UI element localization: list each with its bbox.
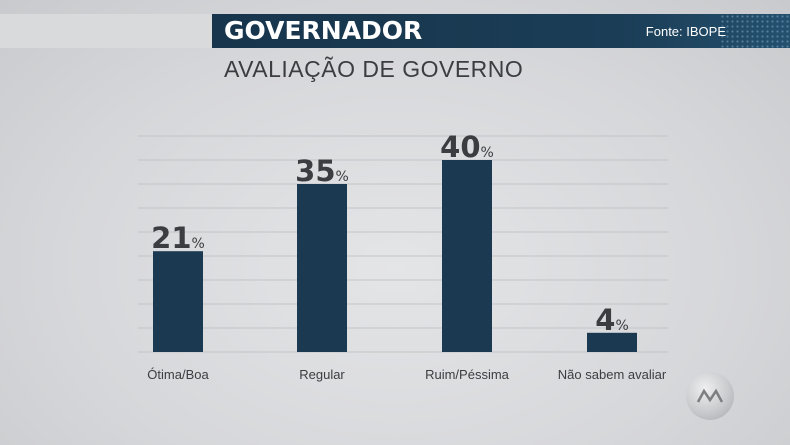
banner-dot-pattern — [720, 14, 790, 48]
bar-1 — [297, 184, 347, 352]
bar-0 — [153, 251, 203, 352]
bar-2 — [442, 160, 492, 352]
top-left-strip — [0, 14, 212, 48]
grid-lines — [138, 135, 668, 353]
value-label-3: 4% — [595, 303, 629, 337]
category-label-0: Ótima/Boa — [147, 367, 209, 382]
bar-3 — [587, 332, 637, 352]
category-label-2: Ruim/Péssima — [425, 367, 510, 382]
page-title: GOVERNADOR — [224, 16, 423, 45]
channel-logo-icon — [686, 372, 734, 420]
category-label-1: Regular — [299, 367, 345, 382]
title-banner — [212, 14, 790, 48]
source-label: Fonte: IBOPE — [645, 24, 726, 39]
category-label-3: Não sabem avaliar — [558, 367, 667, 382]
value-label-2: 40% — [440, 130, 494, 164]
bars — [153, 160, 637, 352]
value-labels: 21% 35% 40% 4% — [151, 130, 629, 337]
value-label-1: 35% — [295, 154, 349, 188]
value-label-0: 21% — [151, 221, 205, 255]
category-labels: Ótima/Boa Regular Ruim/Péssima Não sabem av… — [147, 367, 667, 382]
chart-subtitle: AVALIAÇÃO DE GOVERNO — [224, 56, 524, 82]
